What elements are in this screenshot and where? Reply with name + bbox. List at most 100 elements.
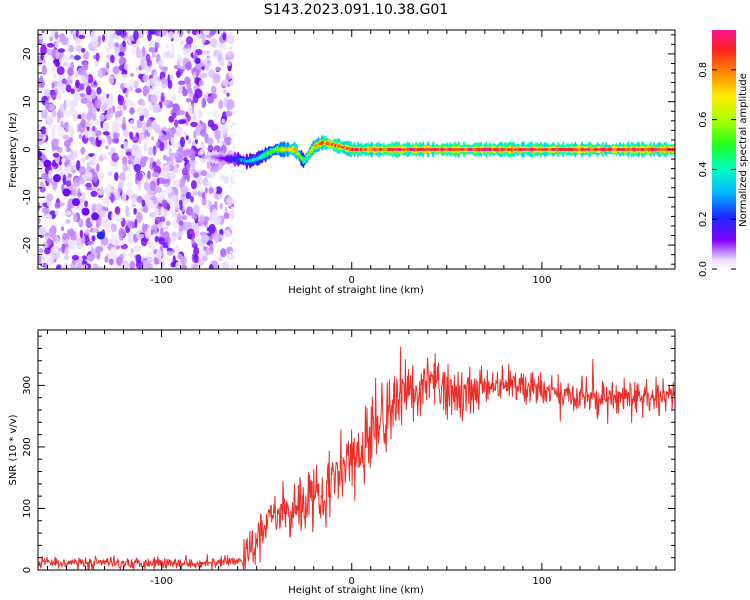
noise-blob — [135, 48, 143, 59]
noise-blob — [137, 107, 145, 116]
noise-blob — [129, 260, 136, 269]
noise-blob — [128, 251, 135, 258]
spectrogram-ylabel: Frequency (Hz) — [8, 112, 19, 188]
noise-blob — [140, 156, 148, 163]
noise-blob — [146, 199, 154, 210]
noise-blob — [200, 141, 205, 149]
noise-blob — [45, 193, 54, 202]
spectrogram-xlabel: Height of straight line (km) — [288, 285, 424, 296]
noise-blob — [117, 149, 124, 158]
noise-blob — [151, 136, 154, 141]
noise-blob — [72, 213, 78, 223]
noise-blob — [55, 264, 62, 269]
noise-blob — [144, 66, 151, 72]
noise-blob — [184, 76, 191, 85]
noise-blob — [144, 129, 148, 137]
noise-blob — [108, 258, 114, 266]
noise-blob — [80, 119, 86, 128]
noise-blob — [162, 231, 170, 241]
noise-blob — [115, 192, 121, 201]
noise-blob — [118, 64, 125, 71]
noise-blob — [77, 188, 81, 198]
noise-blob — [154, 124, 161, 134]
noise-blob — [182, 58, 190, 64]
noise-blob — [213, 145, 221, 153]
noise-blob — [142, 107, 149, 119]
noise-blob — [165, 220, 171, 226]
noise-blob — [79, 83, 85, 91]
noise-blob — [148, 47, 156, 53]
noise-blob — [227, 65, 232, 72]
noise-blob — [231, 209, 234, 212]
noise-blob — [203, 50, 211, 55]
noise-blob — [109, 188, 116, 193]
x-tick-label: 0 — [349, 275, 355, 286]
noise-track-blob — [43, 159, 52, 168]
noise-blob — [215, 254, 223, 262]
noise-blob — [180, 136, 185, 148]
noise-blob — [38, 248, 44, 254]
noise-blob — [233, 168, 236, 172]
noise-blob — [172, 112, 177, 119]
noise-blob — [60, 35, 68, 46]
noise-blob — [219, 202, 223, 210]
noise-blob — [90, 190, 98, 197]
noise-blob — [230, 177, 233, 180]
noise-blob — [146, 193, 150, 200]
noise-blob — [149, 103, 153, 111]
noise-blob — [122, 74, 128, 79]
noise-blob — [206, 250, 213, 255]
noise-blob — [129, 131, 134, 140]
noise-blob — [88, 129, 96, 140]
noise-blob — [67, 153, 75, 161]
noise-blob — [85, 85, 92, 96]
noise-blob — [118, 227, 126, 238]
noise-blob — [174, 125, 183, 137]
noise-blob — [67, 74, 71, 83]
noise-blob — [57, 74, 61, 81]
snr-ticks: -100 0 100 0 100 200 300 — [22, 330, 676, 587]
noise-blob — [222, 79, 229, 86]
noise-blob — [220, 144, 227, 154]
noise-blob — [106, 61, 110, 70]
noise-blob — [55, 58, 60, 67]
noise-blob — [230, 264, 233, 268]
noise-blob — [156, 177, 160, 186]
noise-blob — [126, 181, 133, 189]
noise-blob — [88, 137, 95, 142]
noise-blob — [225, 136, 232, 146]
noise-blob — [39, 76, 44, 86]
noise-blob — [213, 218, 221, 225]
noise-blob — [75, 30, 79, 38]
noise-blob — [84, 129, 89, 139]
noise-blob — [122, 172, 126, 182]
noise-blob — [79, 229, 83, 239]
noise-blob — [191, 239, 196, 245]
noise-blob — [197, 119, 201, 126]
noise-blob — [91, 235, 96, 242]
noise-track-blob — [38, 150, 42, 159]
noise-blob — [65, 180, 72, 187]
noise-track-blob — [62, 188, 71, 197]
noise-blob — [49, 227, 54, 237]
noise-blob — [176, 54, 181, 60]
noise-blob — [133, 80, 139, 89]
noise-blob — [146, 118, 152, 128]
noise-blob — [228, 225, 232, 228]
noise-blob — [169, 74, 174, 80]
noise-blob — [222, 89, 228, 94]
noise-blob — [134, 218, 138, 229]
noise-blob — [86, 254, 94, 263]
noise-blob — [91, 155, 97, 164]
noise-blob — [108, 93, 114, 105]
noise-blob — [180, 185, 188, 197]
noise-blob — [187, 47, 191, 57]
noise-blob — [232, 257, 235, 260]
noise-blob — [66, 164, 72, 175]
noise-blob — [40, 126, 47, 135]
noise-blob — [143, 181, 150, 191]
noise-blob — [119, 180, 124, 189]
noise-blob — [49, 30, 54, 39]
noise-blob — [52, 152, 60, 158]
noise-blob — [210, 93, 218, 99]
